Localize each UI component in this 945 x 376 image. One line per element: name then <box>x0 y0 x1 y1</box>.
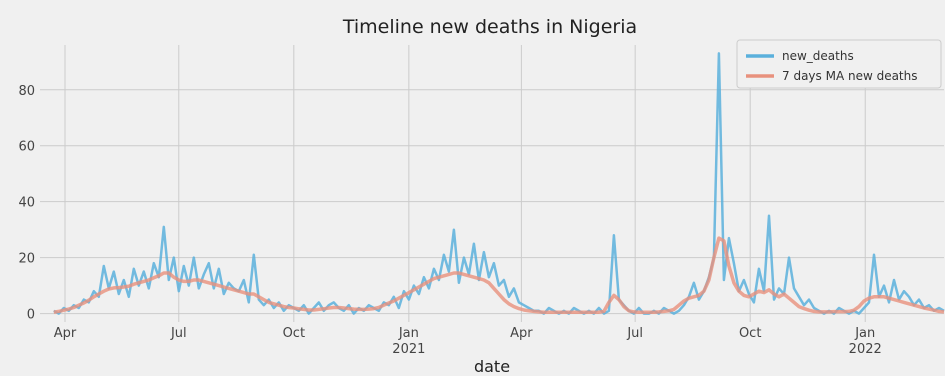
legend-box <box>736 39 942 89</box>
x-tick-label: Jul <box>170 326 187 341</box>
x-axis-label: date <box>474 357 510 376</box>
x-tick-label: Jul <box>626 326 643 341</box>
series-line-7-days-ma-new-deaths <box>53 236 945 314</box>
y-tick-label: 20 <box>18 252 35 267</box>
x-tick-label: Apr <box>510 326 533 341</box>
y-ticks: 0 20 40 60 80 <box>18 84 35 323</box>
x-tick-label: Jan <box>398 326 419 341</box>
y-tick-label: 80 <box>18 84 35 99</box>
legend: new_deaths 7 days MA new deaths <box>736 39 942 89</box>
x-tick-label: Jan <box>854 326 875 341</box>
x-tick-label: Apr <box>54 326 77 341</box>
y-tick-label: 0 <box>27 308 35 323</box>
grid <box>40 45 944 322</box>
y-tick-label: 40 <box>18 196 35 211</box>
x-tick-label: Oct <box>739 326 761 341</box>
chart-title: Timeline new deaths in Nigeria <box>342 16 637 38</box>
series-layer <box>53 52 945 315</box>
series-line-new-deaths <box>53 52 945 315</box>
legend-label-7-days-ma: 7 days MA new deaths <box>782 69 918 83</box>
y-tick-label: 60 <box>18 140 35 155</box>
x-tick-year-label: 2022 <box>849 342 882 357</box>
legend-label-new-deaths: new_deaths <box>782 49 854 63</box>
x-tick-label: Oct <box>283 326 305 341</box>
x-tick-year-label: 2021 <box>392 342 425 357</box>
